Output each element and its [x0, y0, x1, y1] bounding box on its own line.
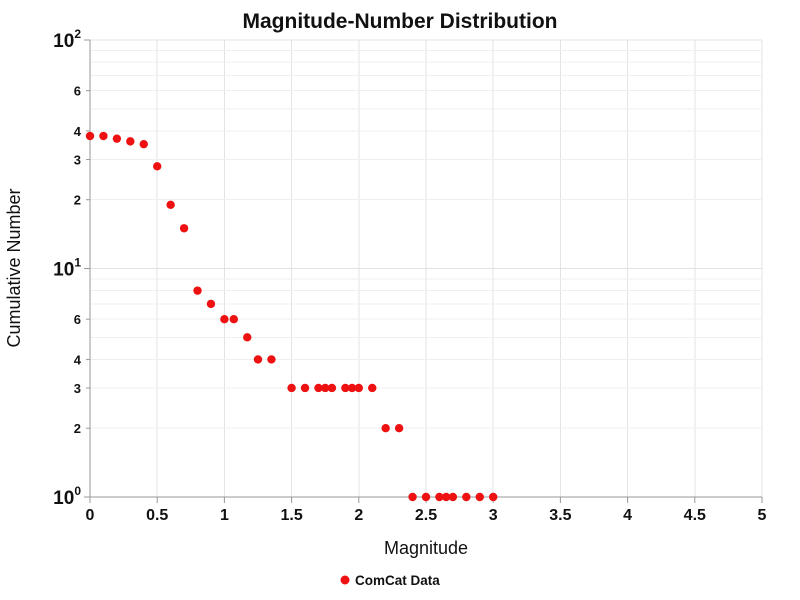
data-point: [166, 200, 175, 210]
x-tick-label: 3: [489, 507, 498, 524]
data-point: [253, 355, 263, 364]
y-tick-label: 101: [53, 256, 81, 281]
x-tick-label: 0.5: [146, 507, 168, 524]
data-point: [381, 424, 390, 433]
data-point: [287, 383, 296, 393]
y-minor-tick-label: 3: [74, 152, 81, 167]
data-point: [193, 286, 202, 295]
data-point: [220, 314, 229, 324]
y-minor-tick-label: 3: [74, 381, 81, 396]
x-tick-label: 0: [86, 507, 95, 524]
data-point: [347, 383, 357, 393]
data-point: [327, 383, 337, 393]
data-point: [153, 162, 162, 171]
grid-layer: [89, 39, 763, 498]
x-tick-label: 4: [623, 507, 632, 524]
data-point: [126, 137, 135, 146]
y-minor-tick-label: 2: [74, 421, 81, 436]
data-point: [179, 224, 189, 233]
x-tick-label: 4.5: [684, 507, 706, 524]
y-minor-tick-label: 4: [74, 124, 82, 139]
x-tick-label: 5: [758, 507, 767, 524]
y-minor-tick-label: 2: [74, 193, 81, 208]
data-point: [243, 333, 252, 342]
data-point: [341, 383, 350, 393]
x-tick-label: 2: [354, 507, 363, 524]
data-point: [229, 314, 239, 324]
y-minor-tick-label: 4: [74, 352, 82, 367]
legend-label: ComCat Data: [355, 573, 440, 588]
data-point: [112, 134, 122, 143]
data-point: [462, 492, 471, 502]
x-tick-label: 3.5: [549, 507, 571, 524]
data-point: [321, 383, 330, 393]
y-tick-label: 102: [53, 27, 81, 52]
data-point: [354, 383, 363, 393]
data-point: [368, 383, 377, 393]
data-point: [300, 383, 310, 393]
data-point: [99, 131, 108, 141]
data-point: [267, 355, 276, 364]
y-minor-tick-label: 6: [74, 84, 81, 99]
data-point: [394, 424, 404, 433]
chart-title: Magnitude-Number Distribution: [243, 10, 558, 33]
data-point: [314, 383, 323, 393]
y-tick-label: 100: [53, 484, 81, 509]
data-point: [421, 492, 431, 502]
data-point: [206, 299, 216, 309]
y-axis-title: Cumulative Number: [4, 188, 24, 347]
x-axis-title: Magnitude: [384, 538, 468, 558]
data-point: [85, 131, 95, 141]
x-tick-label: 1.5: [280, 507, 302, 524]
legend[interactable]: ComCat Data: [340, 573, 441, 588]
axis-layer: 0 0.5 1 1.5 2 2.5 3 3.5 4 4.5 5 100 101 102 2 3 4 6 2 3 4 6: [53, 27, 766, 524]
data-point: [408, 492, 417, 502]
data-point: [435, 492, 444, 502]
data-point: [489, 492, 498, 502]
data-point: [475, 492, 484, 502]
legend-marker-icon: [340, 575, 350, 585]
y-minor-tick-label: 6: [74, 312, 81, 327]
data-point: [448, 492, 458, 502]
x-tick-label: 2.5: [415, 507, 437, 524]
points-layer: [85, 131, 498, 502]
data-point: [139, 139, 148, 149]
x-tick-label: 1: [220, 507, 229, 524]
data-point: [441, 492, 451, 502]
